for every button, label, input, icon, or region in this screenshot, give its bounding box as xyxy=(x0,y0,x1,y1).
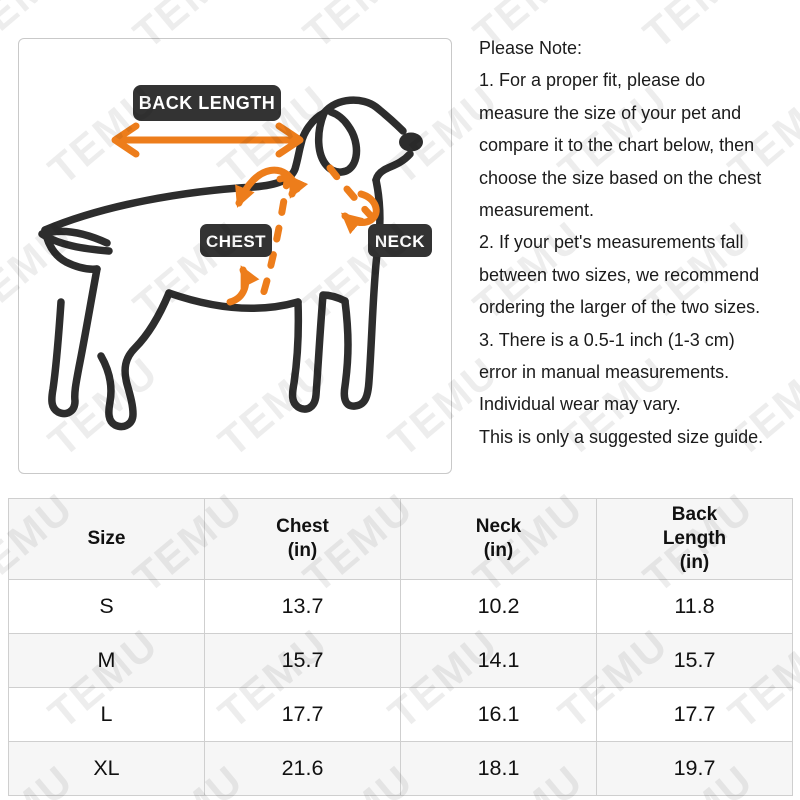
dog-hind-leg-2 xyxy=(48,265,101,418)
back-length-arrowhead-left xyxy=(111,122,140,158)
table-row: M 15.7 14.1 15.7 xyxy=(8,633,793,688)
note-line: Individual wear may vary. xyxy=(479,394,681,415)
dog-rump-line xyxy=(41,226,101,273)
note-line: 1. For a proper fit, please do xyxy=(479,70,706,91)
cell-size: XL xyxy=(8,741,205,796)
neck-badge: NECK xyxy=(368,224,432,257)
neck-curl-arrow xyxy=(341,190,380,235)
cell-size: S xyxy=(8,579,205,634)
cell-neck: 16.1 xyxy=(400,687,597,742)
note-line: choose the size based on the chest xyxy=(479,167,762,188)
note-line: error in manual measurements. xyxy=(479,362,730,383)
note-line: between two sizes, we recommend xyxy=(479,264,760,285)
dog-diagram-svg: BACK LENGTH CHEST NECK xyxy=(38,85,432,431)
chest-bottom-arrow xyxy=(226,265,260,306)
note-line: 3. There is a 0.5-1 inch (1-3 cm) xyxy=(479,329,735,350)
dog-nose xyxy=(399,132,423,152)
cell-back-length: 11.8 xyxy=(596,579,793,634)
measurement-annotations xyxy=(111,122,380,306)
dog-tail xyxy=(38,227,113,255)
col-header-size: Size xyxy=(8,498,205,580)
back-length-arrowhead-right xyxy=(275,122,304,158)
cell-chest: 13.7 xyxy=(204,579,401,634)
back-length-badge: BACK LENGTH xyxy=(133,85,281,121)
cell-size: M xyxy=(8,633,205,688)
col-header-back-length: Back Length (in) xyxy=(596,498,793,580)
cell-neck: 14.1 xyxy=(400,633,597,688)
table-row: XL 21.6 18.1 19.7 xyxy=(8,741,793,796)
cell-neck: 18.1 xyxy=(400,741,597,796)
chest-dashed-line xyxy=(258,171,292,302)
dog-skull-line xyxy=(320,96,407,135)
dog-hind-leg-1 xyxy=(97,289,173,431)
note-line: compare it to the chart below, then xyxy=(479,135,755,156)
back-length-badge-label: BACK LENGTH xyxy=(139,93,276,113)
col-header-neck: Neck (in) xyxy=(400,498,597,580)
size-chart-table: Size Chest (in) Neck (in) Back Length (i… xyxy=(8,498,793,796)
chest-badge: CHEST xyxy=(200,224,272,257)
cell-chest: 17.7 xyxy=(204,687,401,742)
chest-curl-arrow xyxy=(276,174,309,199)
size-chart-header-row: Size Chest (in) Neck (in) Back Length (i… xyxy=(8,498,793,580)
cell-back-length: 19.7 xyxy=(596,741,793,796)
dog-outline-drawing xyxy=(38,96,414,431)
note-line: 2. If your pet's measurements fall xyxy=(479,232,744,253)
size-chart: Size Chest (in) Neck (in) Back Length (i… xyxy=(8,498,793,796)
neck-badge-label: NECK xyxy=(375,232,425,251)
table-row: S 13.7 10.2 11.8 xyxy=(8,579,793,634)
notes-title: Please Note: xyxy=(479,38,583,58)
notes-panel: Please Note: 1. For a proper fit, please… xyxy=(479,32,797,453)
cell-neck: 10.2 xyxy=(400,579,597,634)
dog-belly-line xyxy=(165,289,302,312)
cell-back-length: 17.7 xyxy=(596,687,793,742)
cell-back-length: 15.7 xyxy=(596,633,793,688)
note-line: measure the size of your pet and xyxy=(479,102,742,123)
table-row: L 17.7 16.1 17.7 xyxy=(8,687,793,742)
cell-size: L xyxy=(8,687,205,742)
note-line: measurement. xyxy=(479,200,595,221)
cell-chest: 15.7 xyxy=(204,633,401,688)
chest-badge-label: CHEST xyxy=(206,232,266,251)
cell-chest: 21.6 xyxy=(204,741,401,796)
note-line: ordering the larger of the two sizes. xyxy=(479,297,761,318)
dog-mouth-line xyxy=(372,150,414,184)
col-header-chest: Chest (in) xyxy=(204,498,401,580)
dog-measurement-diagram: BACK LENGTH CHEST NECK xyxy=(18,38,452,474)
dog-ear-line xyxy=(315,108,361,176)
neck-dashed-line xyxy=(326,164,374,219)
note-line: This is only a suggested size guide. xyxy=(479,426,764,447)
dog-front-leg-2 xyxy=(288,291,349,413)
